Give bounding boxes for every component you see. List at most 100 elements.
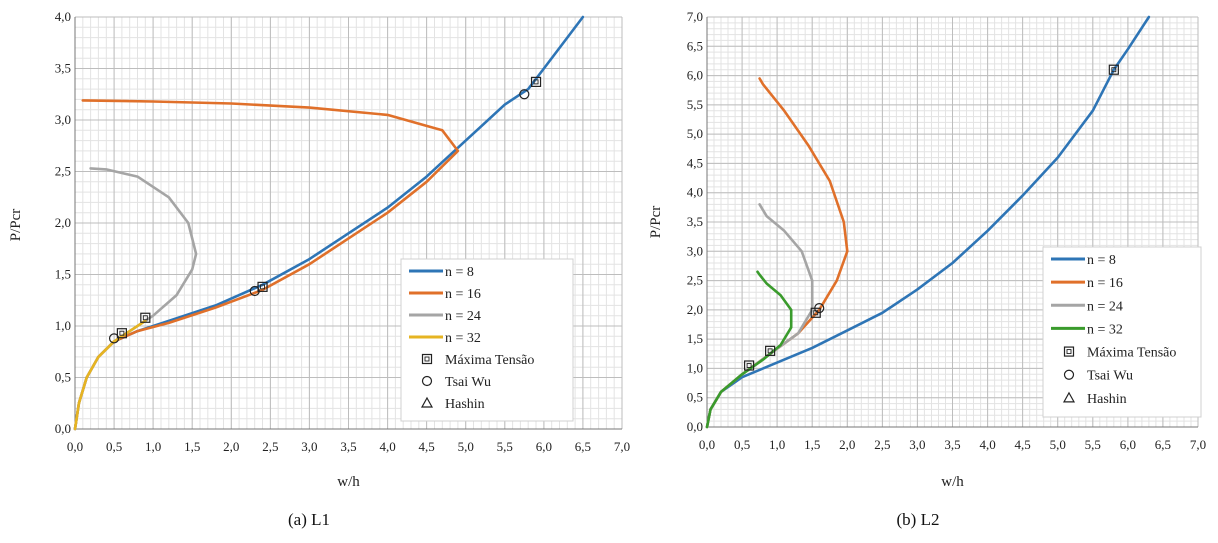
x-tick-label: 5,0 xyxy=(458,439,474,454)
failure-marker-circle xyxy=(108,333,120,344)
legend-label: n = 32 xyxy=(1087,322,1123,337)
y-tick-label: 4,5 xyxy=(687,155,703,170)
series-line-n32 xyxy=(705,270,793,429)
legend-label: Máxima Tensão xyxy=(1087,346,1176,361)
failure-marker-circle xyxy=(814,303,825,314)
y-tick-label: 1,0 xyxy=(687,360,703,375)
x-tick-label: 3,0 xyxy=(909,437,925,452)
failure-marker-square-inner xyxy=(533,79,539,85)
y-tick-label: 6,5 xyxy=(687,38,703,53)
chart-1: 0,0 0,5 1,0 1,5 2,0 2,5 3,0 3,5 4,0 4,5 5,0 5,5 6,0 6… xyxy=(8,9,630,529)
series-line-n8 xyxy=(705,15,1151,429)
chart-2: 0,0 0,5 1,0 1,5 2,0 2,5 3,0 3,5 4,0 4,5 5,0 5,5 6,0 6… xyxy=(648,9,1206,529)
x-tick-label: 0,5 xyxy=(106,439,122,454)
failure-marker-square xyxy=(765,345,776,356)
major-grid xyxy=(74,16,623,430)
x-tick-label: 1,5 xyxy=(184,439,200,454)
y-tick-label: 7,0 xyxy=(687,9,703,24)
x-tick-label: 7,0 xyxy=(614,439,630,454)
legend-box xyxy=(1042,246,1202,418)
legend-label: n = 8 xyxy=(445,265,474,280)
legend-label: Hashin xyxy=(445,397,485,412)
y-axis-label: P/Pcr xyxy=(8,209,24,242)
failure-marker-square xyxy=(1108,64,1119,75)
x-tick-label: 2,5 xyxy=(262,439,278,454)
y-tick-label: 2,5 xyxy=(687,273,703,288)
x-tick-label: 3,5 xyxy=(944,437,960,452)
y-tick-label: 1,0 xyxy=(55,318,71,333)
x-tick-label: 4,0 xyxy=(979,437,995,452)
x-tick-label: 6,0 xyxy=(1120,437,1136,452)
failure-marker-square xyxy=(116,328,127,339)
legend-marker-circle xyxy=(1063,369,1075,380)
legend-label: n = 16 xyxy=(1087,276,1123,291)
y-tick-label: 0,0 xyxy=(687,419,703,434)
legend-label: Tsai Wu xyxy=(1087,369,1133,384)
x-tick-label: 2,0 xyxy=(223,439,239,454)
legend: n = 8 n = 16 n = 24 n = 32 Máxima Tensão Tsai… xyxy=(1042,246,1202,418)
legend-marker-square-inner xyxy=(424,356,430,362)
legend: n = 8 n = 16 n = 24 n = 32 Máxima Tensão Tsai… xyxy=(400,258,574,422)
x-tick-label: 6,0 xyxy=(536,439,552,454)
failure-marker-square xyxy=(530,76,542,87)
x-tick-label: 1,0 xyxy=(769,437,785,452)
x-tick-label: 6,5 xyxy=(575,439,591,454)
y-tick-label: 1,5 xyxy=(687,331,703,346)
y-tick-label: 6,0 xyxy=(687,68,703,83)
x-tick-label: 5,5 xyxy=(497,439,513,454)
legend-marker-circle xyxy=(421,375,433,387)
x-tick-label: 4,5 xyxy=(1015,437,1031,452)
x-tick-label: 2,5 xyxy=(874,437,890,452)
failure-marker-circle xyxy=(249,285,260,297)
y-tick-label: 5,0 xyxy=(687,126,703,141)
x-tick-label: 5,0 xyxy=(1050,437,1066,452)
legend-label: Tsai Wu xyxy=(445,375,491,390)
x-tick-label: 5,5 xyxy=(1085,437,1101,452)
y-tick-label: 2,0 xyxy=(55,215,71,230)
x-tick-label: 4,5 xyxy=(419,439,435,454)
failure-marker-square-inner xyxy=(767,348,773,354)
figure-caption: (a) L1 xyxy=(288,510,330,529)
y-tick-label: 4,0 xyxy=(55,9,71,24)
legend-marker-triangle xyxy=(420,396,434,408)
legend-label: n = 24 xyxy=(445,309,481,324)
legend-label: n = 32 xyxy=(445,331,481,346)
x-tick-label: 3,0 xyxy=(301,439,317,454)
failure-marker-square xyxy=(140,312,151,323)
legend-label: Hashin xyxy=(1087,392,1127,407)
y-tick-label: 3,0 xyxy=(55,112,71,127)
y-tick-label: 1,5 xyxy=(55,267,71,282)
y-tick-label: 2,0 xyxy=(687,302,703,317)
y-tick-label: 5,5 xyxy=(687,97,703,112)
legend-marker-triangle xyxy=(1062,391,1076,403)
failure-marker-square-inner xyxy=(119,330,125,336)
x-tick-label: 7,0 xyxy=(1190,437,1206,452)
failure-marker-square-inner xyxy=(142,315,148,321)
legend-marker-square xyxy=(421,353,433,365)
x-tick-label: 0,0 xyxy=(699,437,715,452)
x-tick-label: 1,0 xyxy=(145,439,161,454)
legend-label: n = 16 xyxy=(445,287,481,302)
failure-marker-square-inner xyxy=(1111,67,1117,73)
failure-marker-square-inner xyxy=(260,284,265,290)
y-tick-label: 4,0 xyxy=(687,185,703,200)
failure-marker-square xyxy=(743,360,755,371)
legend-marker-square-inner xyxy=(1066,349,1072,355)
y-tick-label: 0,5 xyxy=(687,390,703,405)
y-tick-label: 3,0 xyxy=(687,243,703,258)
y-axis-label: P/Pcr xyxy=(648,206,664,239)
series-line-n32 xyxy=(73,319,147,431)
y-tick-label: 3,5 xyxy=(55,61,71,76)
y-tick-label: 2,5 xyxy=(55,164,71,179)
legend-label: n = 8 xyxy=(1087,253,1116,268)
x-tick-label: 4,0 xyxy=(379,439,395,454)
figure-caption: (b) L2 xyxy=(897,510,940,529)
legend-label: Máxima Tensão xyxy=(445,353,534,368)
failure-marker-square-inner xyxy=(746,363,752,368)
x-tick-label: 2,0 xyxy=(839,437,855,452)
x-axis-label: w/h xyxy=(337,474,360,490)
series-line-n24 xyxy=(73,167,198,431)
legend-box xyxy=(400,258,574,422)
x-axis-label: w/h xyxy=(941,474,964,490)
